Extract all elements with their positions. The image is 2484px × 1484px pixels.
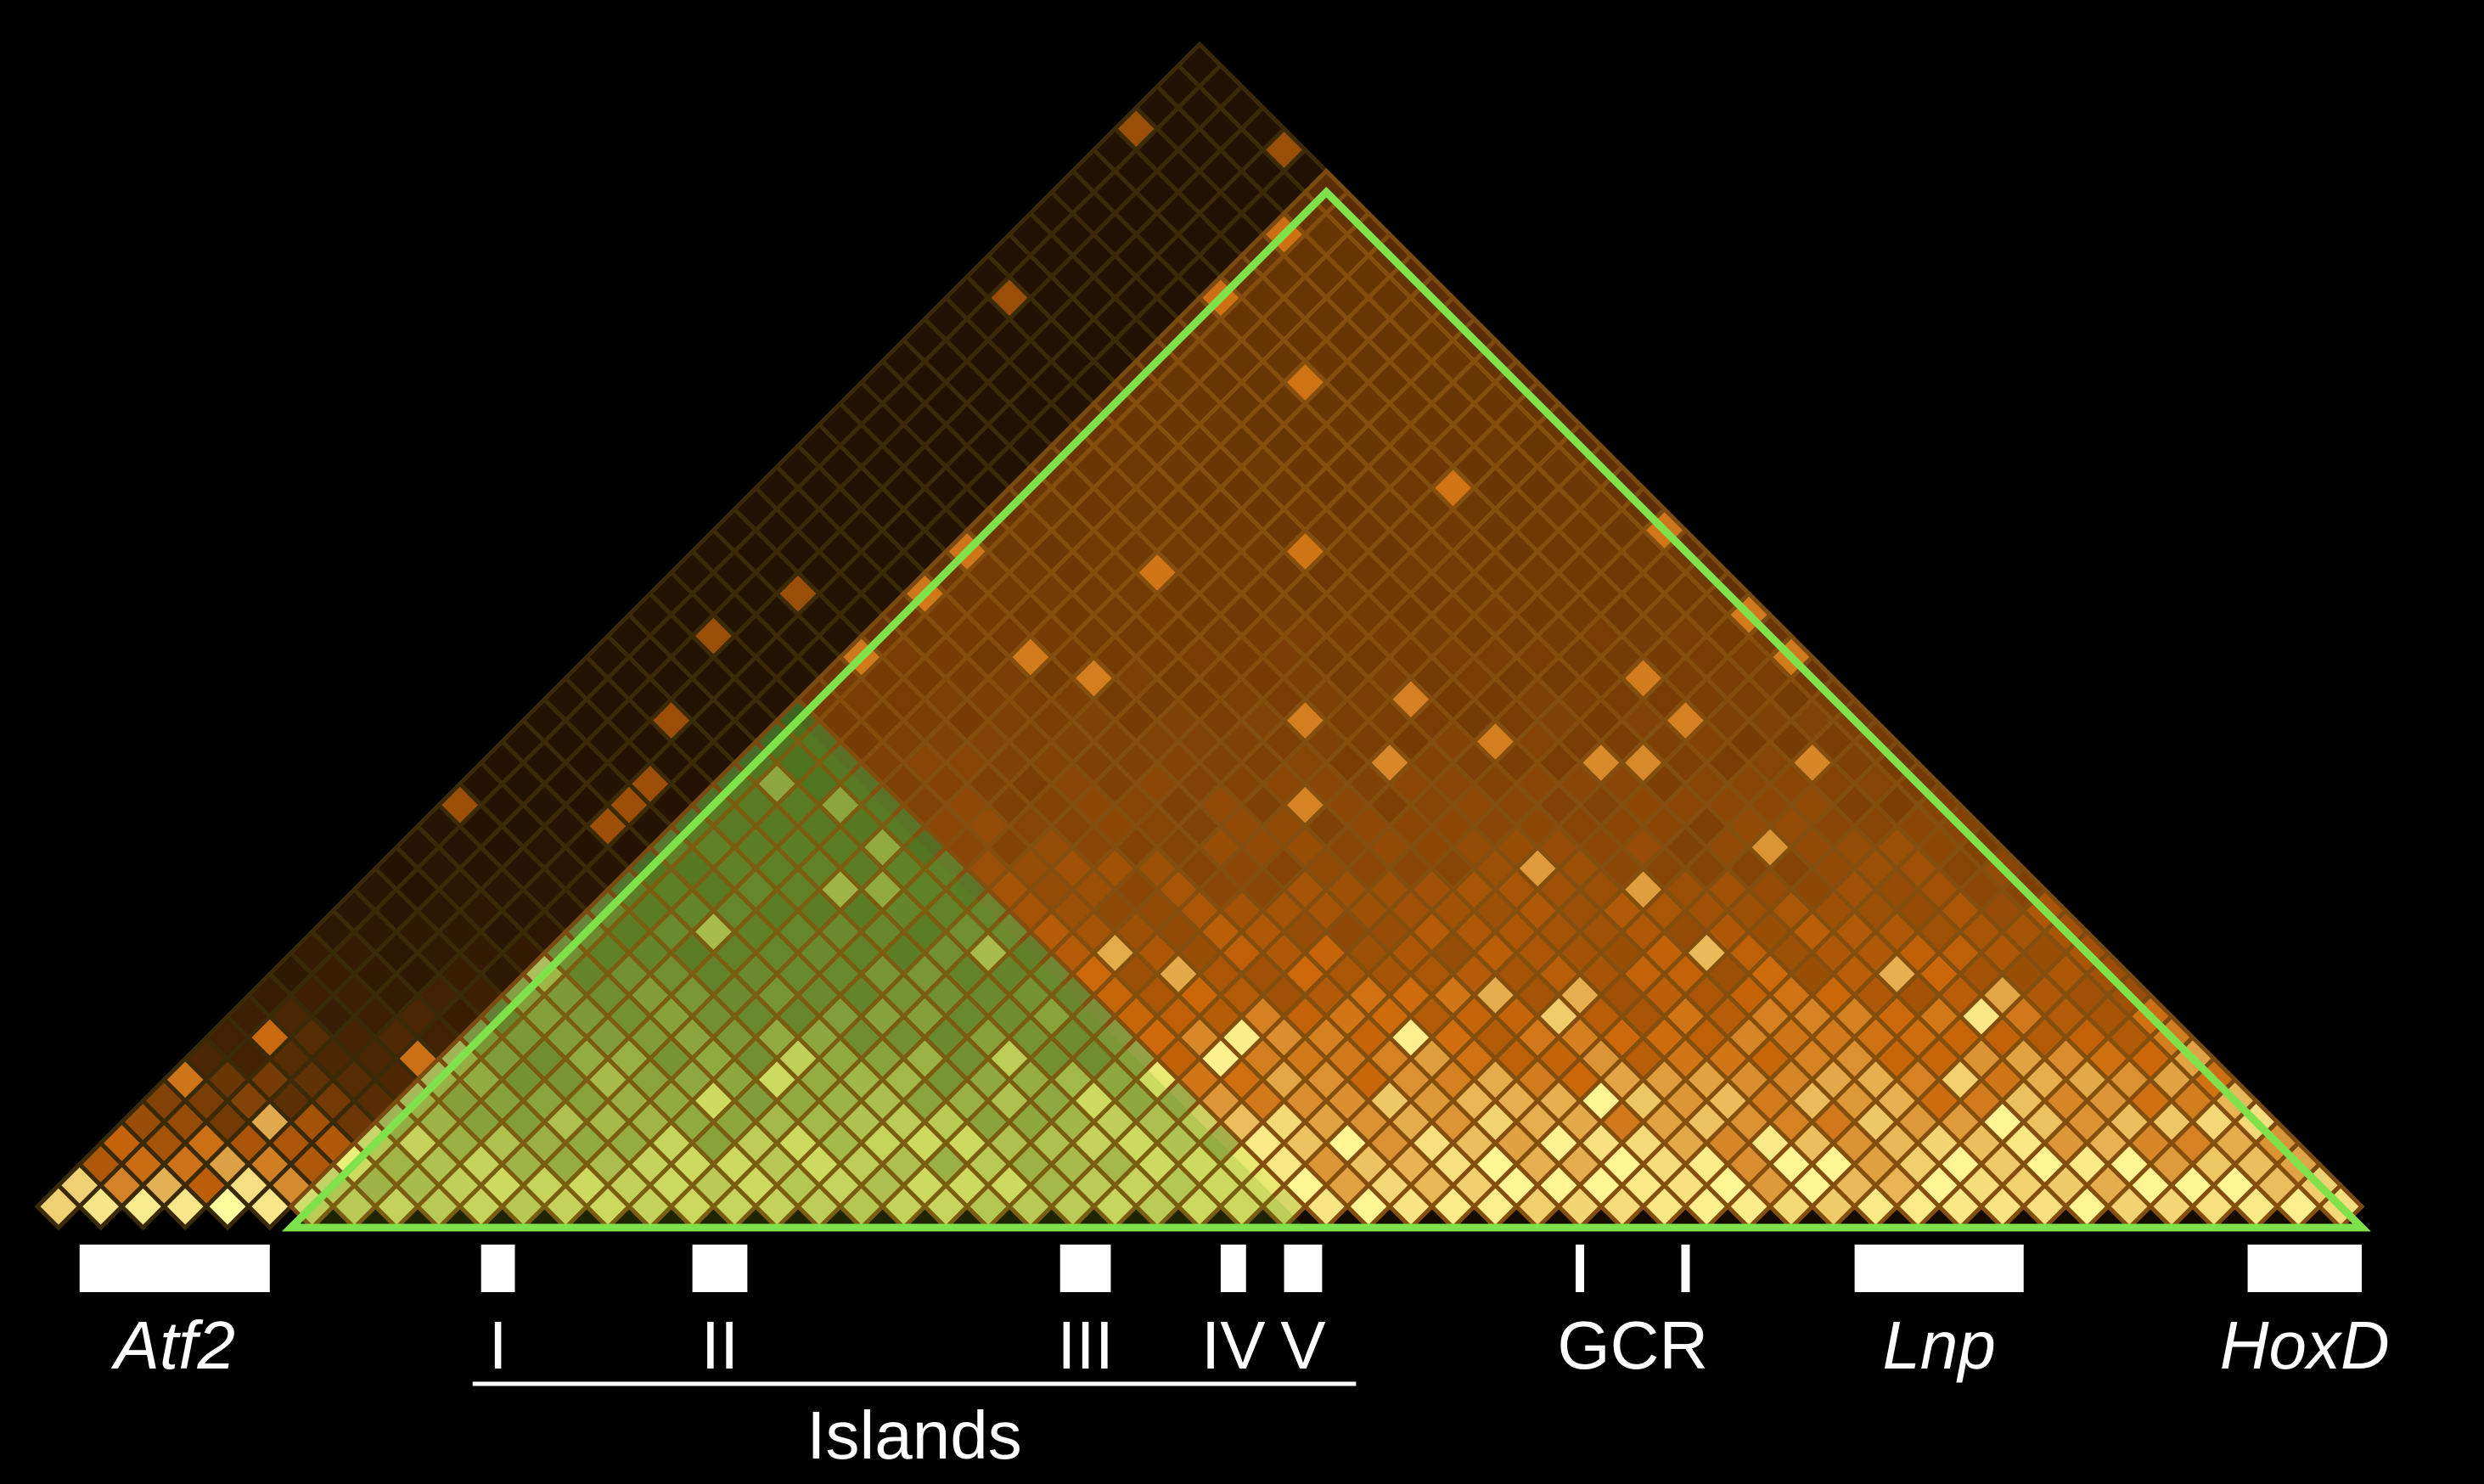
feature-label: Atf2 xyxy=(111,1307,235,1383)
feature-label: HoxD xyxy=(2220,1307,2390,1383)
feature-block xyxy=(692,1245,748,1292)
subdomain-overlay xyxy=(290,720,1306,1228)
feature-label: I xyxy=(489,1307,508,1383)
islands-label: Islands xyxy=(806,1397,1021,1473)
feature-block xyxy=(79,1245,270,1292)
feature-block xyxy=(1854,1245,2024,1292)
feature-label: IV xyxy=(1201,1307,1266,1383)
feature-block xyxy=(2247,1245,2362,1292)
feature-block xyxy=(1059,1245,1111,1292)
gcr-tick xyxy=(1576,1245,1585,1292)
feature-block xyxy=(481,1245,515,1292)
gcr-tick xyxy=(1681,1245,1690,1292)
feature-block xyxy=(1220,1245,1246,1292)
feature-label: GCR xyxy=(1557,1307,1708,1383)
feature-label: II xyxy=(701,1307,739,1383)
heatmap-cells xyxy=(34,41,2365,1231)
feature-block xyxy=(1284,1245,1323,1292)
feature-label: Lnp xyxy=(1882,1307,1995,1383)
feature-label: V xyxy=(1280,1307,1326,1383)
feature-label: III xyxy=(1057,1307,1114,1383)
domain-overlays xyxy=(281,186,2371,1232)
tad-outline xyxy=(281,186,2371,1232)
